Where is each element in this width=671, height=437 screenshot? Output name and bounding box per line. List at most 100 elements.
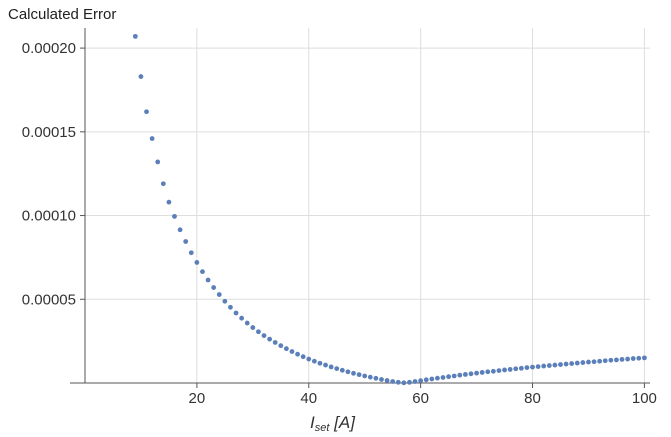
data-point <box>496 368 502 374</box>
data-point <box>457 372 463 378</box>
data-points <box>132 33 647 386</box>
data-point <box>177 227 183 233</box>
data-point <box>502 367 507 373</box>
data-point <box>597 358 603 364</box>
data-point <box>256 329 261 335</box>
data-point <box>451 373 457 379</box>
data-point <box>283 346 289 352</box>
x-axis-symbol: I <box>310 413 315 432</box>
data-point <box>351 370 356 376</box>
data-point <box>614 357 619 363</box>
data-point <box>474 370 479 376</box>
data-point <box>306 356 312 362</box>
data-point <box>300 354 306 360</box>
y-tick-label: 0.00005 <box>22 291 76 308</box>
y-tick-label: 0.00010 <box>22 208 76 225</box>
data-point <box>172 213 177 219</box>
data-point <box>228 304 233 310</box>
y-axis-title: Calculated Error <box>8 6 116 23</box>
data-point <box>149 136 155 141</box>
data-point <box>362 373 368 379</box>
data-point <box>642 355 647 361</box>
data-point <box>580 360 586 365</box>
data-point <box>574 360 580 366</box>
data-point <box>183 239 189 244</box>
data-point <box>490 368 496 374</box>
data-point <box>261 333 267 339</box>
data-point <box>205 277 211 283</box>
data-point <box>390 379 396 384</box>
data-point <box>563 361 569 367</box>
x-tick-label: 100 <box>632 390 657 407</box>
data-point <box>468 371 474 377</box>
data-point <box>446 374 452 380</box>
data-point <box>295 351 300 357</box>
data-point <box>423 377 429 383</box>
data-point <box>518 365 524 371</box>
data-point <box>412 379 418 384</box>
data-point <box>166 199 172 205</box>
data-point <box>636 355 642 361</box>
data-point <box>558 362 563 367</box>
x-tick-label: 40 <box>300 390 317 407</box>
data-point <box>524 365 530 370</box>
data-point <box>272 340 278 345</box>
data-point <box>608 357 614 363</box>
data-point <box>418 378 424 384</box>
x-axis-title: Iset [A] <box>310 413 356 434</box>
data-point <box>586 359 591 365</box>
x-tick-label: 80 <box>524 390 541 407</box>
y-tick-label: 0.00020 <box>22 40 76 57</box>
y-tick-label: 0.00015 <box>22 124 76 141</box>
data-point <box>507 367 513 372</box>
data-point <box>211 285 217 290</box>
data-point <box>530 364 535 370</box>
data-point <box>328 364 334 370</box>
x-tick-label: 20 <box>189 390 206 407</box>
data-point <box>311 358 317 364</box>
data-point <box>367 374 373 380</box>
data-point <box>144 109 149 115</box>
data-point <box>289 349 295 354</box>
data-point <box>630 356 636 361</box>
data-point <box>356 372 362 378</box>
data-point <box>625 356 631 362</box>
data-point <box>541 363 547 369</box>
data-point <box>552 362 558 368</box>
data-point <box>429 376 435 382</box>
data-point <box>317 360 323 366</box>
data-point <box>194 260 200 265</box>
data-point <box>591 359 597 365</box>
data-point <box>619 356 625 362</box>
data-point <box>485 369 491 375</box>
data-point <box>244 320 250 326</box>
data-point <box>334 366 340 371</box>
data-point <box>535 364 541 369</box>
data-point <box>379 377 384 382</box>
x-axis-unit: [A] <box>329 413 356 432</box>
data-point <box>602 358 608 364</box>
x-axis-subscript: set <box>315 422 331 434</box>
data-point <box>132 33 138 39</box>
data-point <box>250 325 256 330</box>
data-point <box>479 370 485 375</box>
data-point <box>138 74 144 79</box>
data-point <box>345 369 351 375</box>
data-point <box>384 378 390 383</box>
data-point <box>395 379 401 385</box>
data-point <box>435 375 440 381</box>
data-point <box>462 372 468 377</box>
data-point <box>239 315 245 321</box>
grid-lines <box>85 28 650 383</box>
data-point <box>233 310 239 316</box>
axes <box>70 28 650 388</box>
data-point <box>216 292 222 297</box>
data-point <box>401 380 407 386</box>
data-point <box>200 269 205 275</box>
data-point <box>546 363 552 368</box>
x-tick-label: 60 <box>412 390 429 407</box>
data-point <box>373 375 379 381</box>
data-point <box>155 159 161 165</box>
data-point <box>323 362 328 368</box>
